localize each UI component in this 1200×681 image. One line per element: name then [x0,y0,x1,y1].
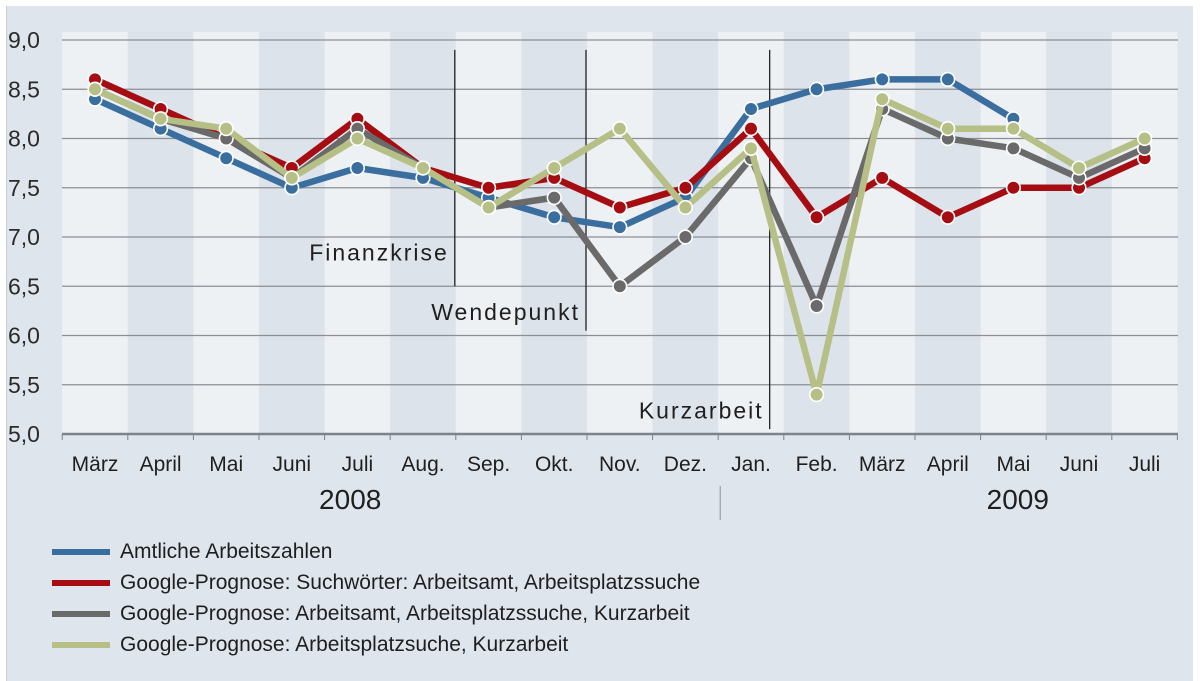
data-point [87,81,103,97]
data-point [612,121,628,137]
column-band [259,32,325,434]
x-tick-label: Sep. [467,453,510,476]
legend-swatch-green [52,641,110,648]
legend-swatch-gray [52,610,110,617]
column-band [324,32,391,434]
column-band [390,32,456,434]
data-point [349,160,366,176]
series-lines [87,71,1153,403]
y-tick-label: 7,5 [8,175,40,201]
data-point [1005,180,1022,196]
y-tick-label: 5,5 [8,372,40,398]
x-tick-label: Juni [1060,453,1099,476]
y-tick-label: 5,0 [8,421,40,447]
y-tick-label: 6,5 [8,273,40,299]
annotations: Finanzkrise Wendepunkt Kurzarbeit [309,49,771,430]
data-point [808,81,825,97]
gridlines [62,39,1178,436]
year-label: 2008 [319,484,381,515]
column-band [193,32,259,434]
column-band [455,32,522,434]
annotation-label: Kurzarbeit [639,397,764,423]
column-band [521,32,587,434]
legend-item-kurzarbeit-2: Google-Prognose: Arbeitsplatzsuche, Kurz… [52,629,700,660]
y-axis-labels: 5,0 5,5 6,0 6,5 7,0 7,5 8,0 8,5 9,0 [8,27,40,447]
x-tick-label: März [859,453,906,476]
y-tick-label: 7,0 [8,224,40,250]
data-point [481,180,497,196]
y-tick-label: 8,0 [8,126,40,152]
data-point [808,387,825,403]
data-point [743,121,759,137]
x-tick-label: März [72,453,119,476]
legend-label: Amtliche Arbeitszahlen [120,539,333,563]
data-point [349,130,366,147]
legend: Amtliche Arbeitszahlen Google-Prognose: … [52,536,700,660]
data-point [677,229,694,245]
data-point [218,150,234,166]
legend-swatch-red [52,579,110,586]
data-point [940,71,956,87]
x-tick-label: Mai [209,453,243,476]
x-tick-label: Jan. [731,453,771,476]
data-point [153,111,169,127]
column-band [1111,32,1178,434]
data-point [677,199,694,216]
data-point [612,219,628,235]
data-point [940,121,956,137]
legend-label: Google-Prognose: Arbeitsplatzsuche, Kurz… [120,632,569,656]
data-point [874,170,890,186]
x-tick-label: Juli [342,453,374,476]
data-point [1005,121,1022,137]
data-point [546,160,562,176]
column-band [1046,32,1112,434]
annotation-label: Wendepunkt [431,299,580,325]
data-point [677,180,694,196]
data-point [218,121,234,137]
legend-label: Google-Prognose: Suchwörter: Arbeitsamt,… [120,570,701,594]
data-point [481,199,497,216]
x-tick-label: Dez. [664,453,707,476]
column-band [127,32,194,434]
year-label: 2009 [987,484,1049,515]
data-point [874,91,890,107]
data-point [612,278,628,294]
x-tick-label: Aug. [401,453,444,476]
annotation-label: Finanzkrise [309,240,449,266]
data-point [1005,140,1022,156]
data-point [546,209,562,225]
x-axis: März April Mai Juni Juli Aug. Sep. Okt. Nov. Dez.… [61,434,1178,520]
data-point [546,190,562,206]
data-point [808,209,825,225]
x-tick-label: April [927,453,969,476]
legend-label: Google-Prognose: Arbeitsamt, Arbeitsplat… [120,601,690,625]
legend-swatch-blue [52,548,110,555]
legend-item-kurzarbeit-3: Google-Prognose: Arbeitsamt, Arbeitsplat… [52,598,700,629]
data-point [808,298,825,314]
data-point [1136,130,1153,147]
column-band [915,32,981,434]
data-point [743,101,759,117]
legend-item-amtliche: Amtliche Arbeitszahlen [52,536,700,567]
y-tick-label: 6,0 [8,323,40,349]
data-point [284,170,300,186]
x-tick-label: Nov. [599,453,641,476]
column-band [980,32,1047,434]
y-tick-label: 9,0 [8,27,40,53]
data-point [1071,160,1087,176]
x-tick-label: Okt. [535,453,574,476]
data-point [743,140,759,156]
x-tick-label: April [140,453,182,476]
x-tick-label: Mai [996,453,1030,476]
data-point [612,199,628,216]
x-tick-label: Juni [273,453,312,476]
y-tick-label: 8,5 [8,76,40,102]
x-tick-label: Feb. [796,453,838,476]
data-point [874,71,890,87]
legend-item-suchwoerter: Google-Prognose: Suchwörter: Arbeitsamt,… [52,567,700,598]
data-point [415,160,431,176]
x-tick-label: Juli [1129,453,1161,476]
data-point [940,209,956,225]
